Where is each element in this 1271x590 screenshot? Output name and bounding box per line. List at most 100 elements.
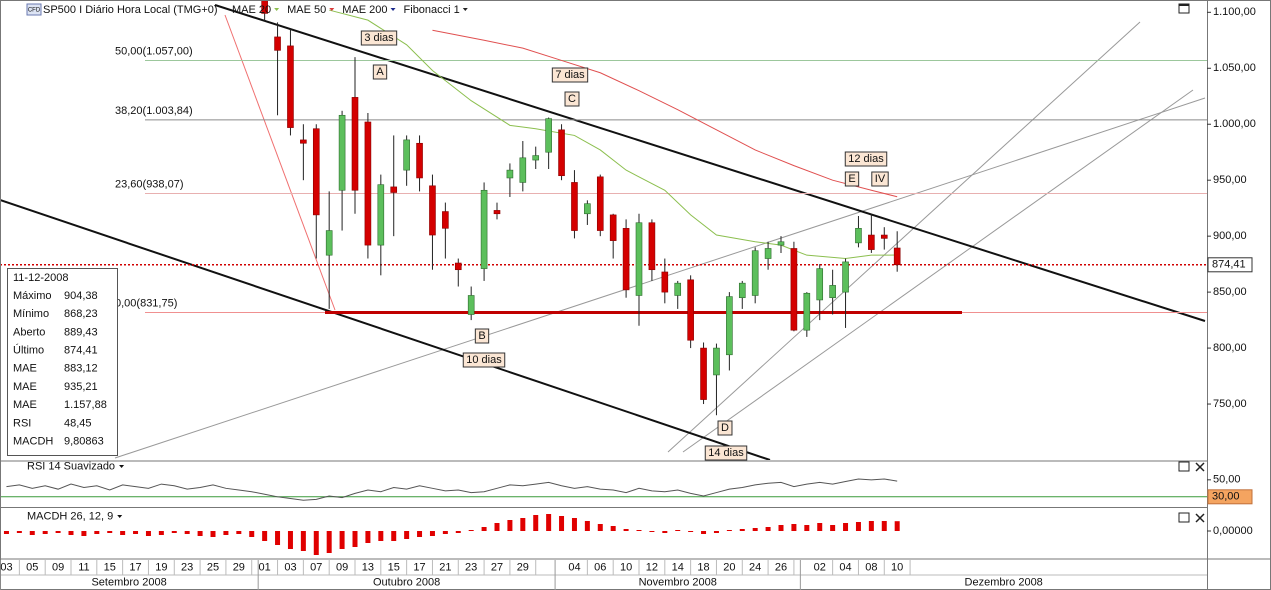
trend-line (114, 97, 1206, 459)
moving-average (432, 29, 898, 198)
info-value: 874,41 (64, 345, 98, 357)
candle-body (519, 157, 527, 183)
histogram-bar (249, 531, 255, 537)
dropdown-arrow (329, 8, 335, 11)
y-tick-label: 0,00000 (1213, 525, 1253, 537)
channel-line (214, 4, 1206, 322)
histogram-bar (481, 527, 487, 531)
x-tick-label: 05 (26, 561, 38, 573)
month-label: Dezembro 2008 (965, 576, 1043, 588)
price-box (1207, 257, 1253, 273)
indicator-label[interactable]: MAE 200 (342, 4, 387, 16)
histogram-bar (520, 518, 526, 531)
candle-body (687, 279, 694, 341)
histogram-bar (442, 531, 448, 534)
histogram-bar (649, 531, 655, 532)
histogram-bar (365, 531, 371, 543)
histogram-bar (210, 531, 216, 537)
y-tick-label: 750,00 (1213, 398, 1247, 410)
indicator-title[interactable]: RSI 14 Suavizado (27, 460, 115, 472)
dropdown-arrow (390, 8, 396, 11)
x-tick-label: 02 (814, 561, 826, 573)
x-tick-label: 10 (891, 561, 903, 573)
x-tick-label: 06 (594, 561, 606, 573)
candle-body (790, 248, 798, 331)
histogram-bar (29, 531, 35, 535)
indicator-label[interactable]: Fibonacci 1 (404, 4, 460, 16)
info-label: Aberto (13, 326, 45, 338)
close-button[interactable] (1195, 513, 1205, 523)
candle-body (377, 184, 385, 246)
x-tick-label: 21 (439, 561, 451, 573)
histogram-bar (120, 531, 126, 535)
indicator-label[interactable]: MAE 50 (287, 4, 326, 16)
maximize-button[interactable] (1178, 512, 1190, 523)
histogram-bar (688, 531, 694, 532)
x-tick-label: 04 (568, 561, 580, 573)
histogram-bar (468, 530, 474, 531)
histogram-bar (726, 530, 732, 531)
x-tick-label: 04 (839, 561, 851, 573)
x-tick-label: 17 (129, 561, 141, 573)
indicator-title[interactable]: MACDH 26, 12, 9 (27, 510, 113, 522)
candle-body (700, 347, 707, 400)
info-value: 9,80863 (64, 436, 104, 448)
info-value: 935,21 (64, 381, 98, 393)
info-label: Último (13, 344, 44, 357)
candle-body (558, 129, 565, 177)
candle-body (816, 268, 824, 301)
histogram-bar (855, 522, 861, 531)
candle-body (893, 247, 901, 266)
info-box: 11-12-2008 Máximo 904,38 Mínimo 868,23 Abert… (7, 268, 118, 456)
indicator-list: MAE 20 MAE 50 MAE 200 Fibonacci 1 (232, 4, 468, 16)
candle-body (416, 142, 423, 179)
annotation-box (462, 352, 506, 368)
candle-body (338, 114, 346, 191)
histogram-bar (378, 531, 384, 541)
annotation: A (376, 66, 384, 78)
annotation: D (721, 422, 729, 434)
annotation-box (372, 64, 388, 80)
candle-body (532, 155, 540, 161)
candle-body (351, 97, 359, 191)
candle-body (622, 228, 630, 291)
histogram-bar (145, 531, 151, 536)
annotation-box (564, 91, 580, 107)
trend-line (682, 89, 1194, 453)
x-tick-label: 11 (78, 561, 89, 573)
x-tick-label: 07 (310, 561, 322, 573)
histogram-bar (778, 525, 784, 531)
annotation-box (551, 67, 589, 83)
info-value: 1.157,88 (64, 399, 107, 411)
indicator-label[interactable]: MAE 20 (232, 4, 271, 16)
candle-body (764, 248, 772, 259)
info-label: RSI (13, 417, 31, 429)
month-label: Outubro 2008 (373, 576, 440, 588)
histogram-bar (791, 524, 797, 531)
chart-title[interactable]: SP500 I Diário Hora Local (TMG+0) (43, 4, 218, 16)
annotation-box (717, 420, 733, 436)
x-tick-label: 24 (749, 561, 761, 573)
month-label: Novembro 2008 (639, 576, 717, 588)
x-tick-label: 25 (207, 561, 219, 573)
histogram-bar (597, 524, 603, 531)
y-tick-label: 1.100,00 (1213, 6, 1256, 18)
maximize-button[interactable] (1178, 461, 1190, 472)
annotation: IV (875, 173, 886, 185)
annotation: 12 dias (848, 153, 884, 165)
x-tick-label: 14 (672, 561, 684, 573)
histogram-bar (16, 531, 22, 533)
close-button[interactable] (1195, 462, 1205, 472)
histogram-bar (636, 530, 642, 531)
info-label: MACDH (13, 436, 53, 448)
histogram-bar (55, 531, 61, 533)
histogram-bar (223, 531, 229, 535)
dropdown-arrow (117, 515, 123, 518)
candle-body (584, 203, 591, 215)
info-label: Mínimo (13, 308, 49, 320)
histogram-bar (868, 521, 874, 531)
candle-body (829, 285, 836, 299)
histogram-bar (326, 531, 332, 553)
annotation-box (871, 171, 889, 187)
histogram-bar (81, 531, 87, 536)
